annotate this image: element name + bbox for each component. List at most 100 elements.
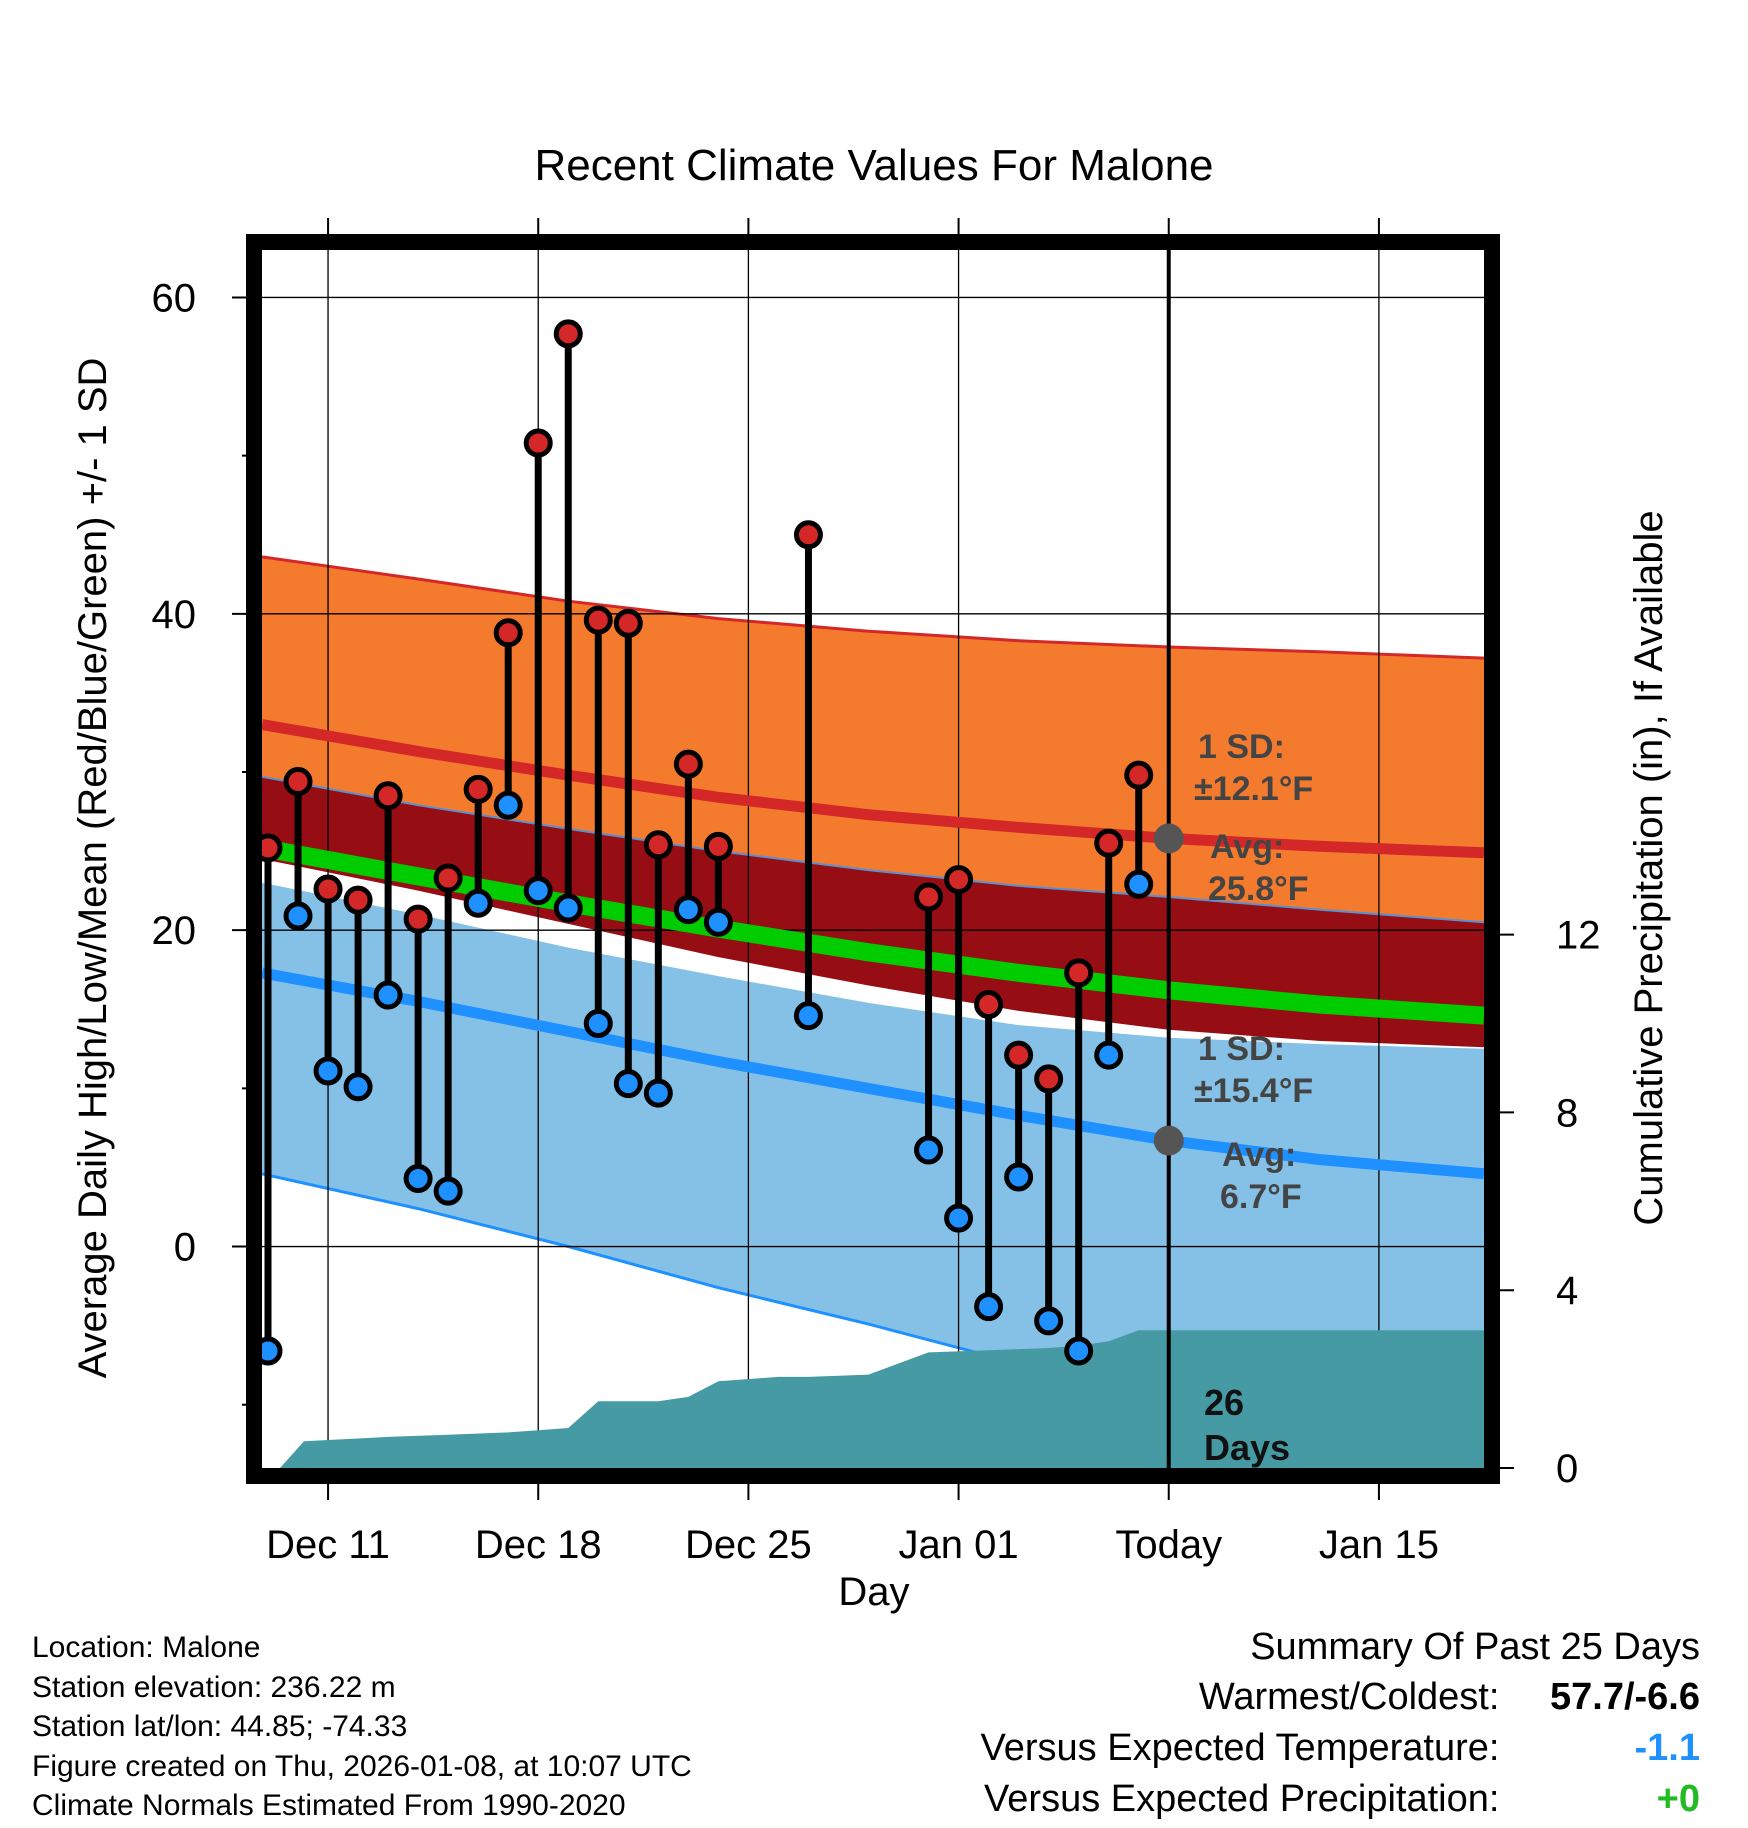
y-axis-right: 0 4 8 12	[1492, 914, 1601, 1491]
observation-9	[523, 428, 553, 906]
high-avg-label: Avg:	[1210, 828, 1284, 866]
y-tick-label: 60	[152, 276, 197, 320]
high-point	[493, 618, 523, 648]
observation-2	[313, 874, 343, 1086]
low-point	[944, 1203, 974, 1233]
climate-chart: Recent Climate Values For Malone 1 SD: ±…	[71, 141, 1671, 1614]
precip-vs-expected-row: Versus Expected Precipitation: +0	[981, 1774, 1700, 1825]
low-point	[553, 893, 583, 923]
x-axis-label: Day	[838, 1570, 909, 1614]
station-info: Location: Malone Station elevation: 236.…	[32, 1628, 692, 1826]
y-axis-right-label: Cumulative Precipitation (in), If Availa…	[1627, 510, 1671, 1225]
temp-vs-expected-label: Versus Expected Temperature:	[980, 1727, 1500, 1769]
summary-heading: Summary Of Past 25 Days	[1250, 1626, 1700, 1668]
observation-22	[1064, 958, 1094, 1366]
observation-0	[262, 833, 283, 1366]
high-point	[433, 863, 463, 893]
warm-cold-label: Warmest/Coldest:	[1198, 1676, 1500, 1718]
high-sd-value: ±12.1°F	[1194, 770, 1313, 808]
x-axis: Dec 11 Dec 18 Dec 25 Jan 01 Today Jan 15	[266, 218, 1439, 1567]
record-high-edge	[262, 555, 1484, 660]
high-point	[463, 774, 493, 804]
precip-vs-expected-value: +0	[1656, 1778, 1700, 1820]
low-point	[463, 888, 493, 918]
low-point	[1124, 869, 1154, 899]
precip-vs-expected-label: Versus Expected Precipitation:	[984, 1778, 1500, 1820]
observation-8	[493, 618, 523, 820]
observations	[262, 319, 1154, 1366]
observation-5	[403, 904, 433, 1194]
low-point	[262, 1336, 283, 1366]
low-point	[493, 790, 523, 820]
low-point	[1064, 1336, 1094, 1366]
today-avg-low-marker	[1153, 1125, 1184, 1156]
high-sd-label: 1 SD:	[1198, 728, 1285, 766]
low-point	[313, 1056, 343, 1086]
observation-4	[373, 781, 403, 1010]
low-avg-value: 6.7°F	[1220, 1178, 1302, 1216]
y-right-tick-label: 8	[1556, 1091, 1578, 1135]
high-point	[343, 885, 373, 915]
y-right-tick-label: 4	[1556, 1269, 1578, 1313]
x-tick-label: Jan 01	[899, 1523, 1019, 1567]
days-count: 26	[1204, 1382, 1244, 1423]
observation-10	[553, 319, 583, 923]
high-point	[703, 831, 733, 861]
mean-line	[262, 839, 1484, 1025]
low-sd-band	[262, 882, 1484, 1434]
high-point	[313, 874, 343, 904]
low-point	[643, 1078, 673, 1108]
chart-title: Recent Climate Values For Malone	[534, 141, 1213, 190]
warm-cold-value: 57.7/-6.6	[1550, 1676, 1700, 1718]
high-point	[553, 319, 583, 349]
observation-21	[1034, 1064, 1064, 1336]
observation-11	[583, 605, 613, 1039]
climate-normals-note: Climate Normals Estimated From 1990-2020	[32, 1789, 626, 1822]
low-sd-value: ±15.4°F	[1194, 1072, 1313, 1110]
summary-box: Summary Of Past 25 Days Warmest/Coldest:…	[981, 1622, 1700, 1825]
avg-low-line	[262, 967, 1484, 1180]
high-plus-sd-edge	[262, 775, 1484, 924]
low-point	[523, 876, 553, 906]
high-point	[1124, 760, 1154, 790]
low-point	[433, 1176, 463, 1206]
observation-18	[944, 865, 974, 1233]
low-point	[1004, 1162, 1034, 1192]
observation-17	[914, 882, 944, 1165]
x-tick-label: Jan 15	[1319, 1523, 1439, 1567]
x-tick-label: Today	[1115, 1523, 1222, 1567]
high-point	[523, 428, 553, 458]
high-point	[914, 882, 944, 912]
precip-area	[280, 1330, 1484, 1468]
high-point	[1004, 1040, 1034, 1070]
low-point	[974, 1292, 1004, 1322]
high-point	[1064, 958, 1094, 988]
observation-15	[703, 831, 733, 937]
low-point	[343, 1072, 373, 1102]
observation-3	[343, 885, 373, 1102]
observation-24	[1124, 760, 1154, 899]
observation-16	[793, 520, 823, 1031]
low-point	[373, 980, 403, 1010]
station-location: Location: Malone	[32, 1631, 261, 1664]
y-right-tick-label: 12	[1556, 914, 1601, 958]
high-avg-value: 25.8°F	[1208, 870, 1309, 908]
low-point	[283, 901, 313, 931]
low-point	[914, 1135, 944, 1165]
high-point	[673, 749, 703, 779]
x-tick-label: Dec 11	[266, 1523, 390, 1567]
observation-12	[613, 608, 643, 1099]
high-point	[793, 520, 823, 550]
plot-area	[262, 250, 1484, 1468]
low-point	[613, 1069, 643, 1099]
y-tick-label: 0	[174, 1226, 196, 1270]
station-latlon: Station lat/lon: 44.85; -74.33	[32, 1710, 408, 1743]
high-point	[1034, 1064, 1064, 1094]
observation-20	[1004, 1040, 1034, 1192]
y-tick-label: 20	[152, 909, 197, 953]
x-tick-label: Dec 18	[475, 1523, 602, 1567]
observation-23	[1094, 828, 1124, 1070]
today-avg-high-marker	[1153, 823, 1184, 854]
figure-created: Figure created on Thu, 2026-01-08, at 10…	[32, 1749, 692, 1783]
high-point	[1094, 828, 1124, 858]
